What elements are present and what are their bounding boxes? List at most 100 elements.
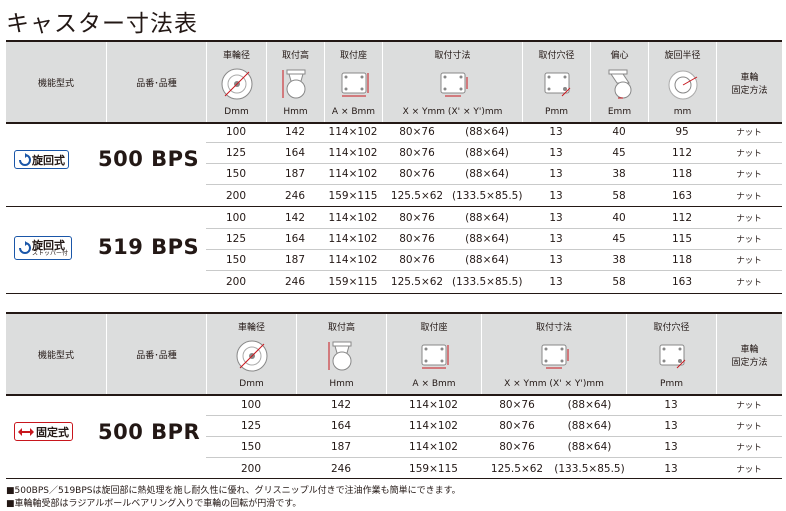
cell-xy2: (88×64) [465, 126, 509, 138]
cell-m: ナット [736, 422, 762, 432]
cell-m: ナット [736, 443, 762, 453]
cell-p: 13 [664, 462, 678, 475]
cell-r: 112 [671, 147, 693, 159]
cell-xy2: (133.5×85.5) [452, 189, 523, 202]
cell-h: 164 [284, 147, 306, 159]
type-label: 機能型式 [37, 79, 74, 89]
cell-ab: 114×102 [328, 254, 378, 266]
cell-d: 125 [225, 233, 247, 245]
mount-plate-icon [341, 72, 368, 97]
cell-m: ナット [736, 256, 762, 266]
fixed-badge: 固定式 [14, 422, 73, 441]
hole-diameter-icon [659, 344, 685, 369]
cell-xy: 125.5×62 [490, 462, 544, 475]
cell-d: 200 [225, 275, 247, 288]
cell-xy2: (88×64) [465, 168, 509, 180]
cell-ab: 114×102 [328, 168, 378, 180]
cell-r: 163 [671, 275, 693, 288]
cell-xy: 80×76 [399, 212, 435, 224]
wheel-diameter-icon [236, 340, 267, 372]
table-row: 125 164 114×102 80×76 (88×64) 13 45 115 ナット [206, 229, 782, 250]
cell-p: 13 [549, 147, 563, 159]
cell-p: 13 [549, 233, 563, 245]
table-row: 150 187 114×102 80×76 (88×64) 13 38 118 ナット [206, 250, 782, 271]
table-row: 125 164 114×102 80×76 (88×64) 13 45 112 ナット [206, 143, 782, 164]
cell-h: 187 [330, 441, 352, 453]
model-name: 500 BPR [98, 420, 201, 444]
cell-xy: 80×76 [499, 441, 535, 453]
cell-ab: 114×102 [328, 233, 378, 245]
cell-r: 163 [671, 189, 693, 202]
model-name: 500 BPS [98, 147, 200, 171]
cell-ab: 114×102 [328, 126, 378, 138]
cell-ab: 159×115 [409, 462, 458, 475]
swivel-badge: 旋回式 [14, 150, 69, 169]
cell-xy: 80×76 [499, 420, 535, 432]
cell-r: 95 [675, 126, 689, 138]
cell-m: ナット [736, 214, 762, 224]
cell-d: 150 [225, 254, 247, 266]
cell-e: 40 [612, 212, 626, 224]
cell-m: ナット [736, 191, 762, 202]
cell-m: ナット [736, 128, 762, 138]
cell-p: 13 [664, 420, 678, 432]
mount-height-icon [282, 69, 305, 99]
cell-xy2: (133.5×85.5) [554, 462, 625, 475]
cell-d: 125 [240, 420, 262, 432]
offset-icon [608, 69, 631, 99]
cell-d: 100 [225, 212, 247, 224]
table-row: 200 246 159×115 125.5×62 (133.5×85.5) 13 58 163… [206, 271, 782, 292]
mount-dimension-icon [541, 344, 569, 369]
cell-h: 142 [330, 399, 352, 411]
mount-plate-icon [421, 344, 449, 369]
cell-e: 38 [612, 254, 626, 266]
page-title: キャスター寸法表 [6, 11, 198, 37]
cell-e: 45 [612, 147, 626, 159]
cell-xy2: (88×64) [465, 147, 509, 159]
product-label: 品番･品種 [136, 79, 177, 89]
swivel-caster-table: 機能型式 品番･品種 車輪径 Dmm 取付高 Hmm 取付座 A × Bmm 取… [6, 40, 782, 295]
cell-m: ナット [736, 149, 762, 159]
cell-r: 115 [671, 233, 693, 245]
cell-h: 142 [284, 212, 306, 224]
cell-h: 187 [284, 254, 306, 266]
swivel-stopper-badge: 旋回式 ストッパー付 [14, 236, 73, 260]
cell-r: 112 [671, 212, 693, 224]
hole-diameter-icon [544, 72, 570, 97]
table-header: 機能型式 品番･品種 車輪径 Dmm 取付高 Hmm 取付座 A × Bmm 取… [6, 42, 782, 122]
cell-xy: 80×76 [399, 254, 435, 266]
cell-d: 150 [225, 168, 247, 180]
cell-e: 58 [612, 275, 626, 288]
cell-h: 246 [330, 462, 352, 475]
cell-h: 142 [284, 126, 306, 138]
cell-p: 13 [549, 126, 563, 138]
cell-xy: 125.5×62 [390, 189, 444, 202]
table-row: 100 142 114×102 80×76 (88×64) 13 40 112 ナット [206, 208, 782, 229]
table-row: 150 187 114×102 80×76 (88×64) 13 38 118 ナット [206, 164, 782, 185]
note-2: ■車輪軸受部はラジアルボールベアリング入りで車輪の回転が円滑です。 [6, 499, 302, 509]
mount-height-icon [328, 341, 351, 371]
cell-p: 13 [549, 168, 563, 180]
cell-xy: 80×76 [399, 233, 435, 245]
cell-xy: 125.5×62 [390, 275, 444, 288]
cell-m: ナット [736, 277, 762, 288]
cell-ab: 114×102 [409, 441, 458, 453]
wheel-diameter-icon [221, 68, 252, 100]
cell-ab: 159×115 [328, 275, 378, 288]
cell-d: 150 [240, 441, 262, 453]
cell-h: 164 [330, 420, 352, 432]
cell-xy2: (88×64) [465, 212, 509, 224]
cell-xy2: (88×64) [465, 233, 509, 245]
cell-d: 200 [225, 189, 247, 202]
cell-p: 13 [549, 275, 563, 288]
cell-h: 187 [284, 168, 306, 180]
cell-e: 58 [612, 189, 626, 202]
cell-p: 13 [664, 399, 678, 411]
cell-ab: 114×102 [328, 212, 378, 224]
cell-r: 118 [671, 168, 693, 180]
cell-p: 13 [549, 254, 563, 266]
cell-xy: 80×76 [399, 147, 435, 159]
cell-xy2: (88×64) [567, 399, 612, 411]
rotate-icon [19, 241, 31, 254]
cell-e: 45 [612, 233, 626, 245]
